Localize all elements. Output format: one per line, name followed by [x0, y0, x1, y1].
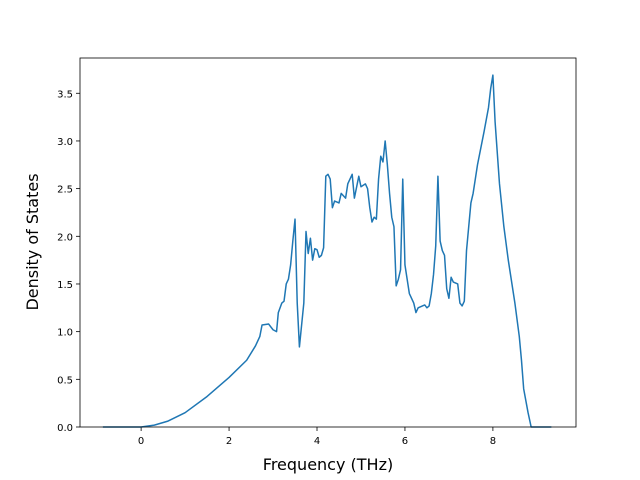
y-tick-label: 0.5	[57, 375, 73, 386]
x-tick-label: 6	[402, 436, 408, 447]
plot-frame	[79, 57, 577, 428]
line-series	[102, 74, 552, 428]
y-tick-label: 3.0	[57, 137, 73, 148]
y-tick-label: 1.5	[57, 280, 73, 291]
x-tick-label: 4	[314, 436, 320, 447]
x-tick-label: 2	[226, 436, 232, 447]
y-tick-label: 1.0	[57, 328, 73, 339]
y-axis-label: Density of States	[23, 173, 42, 310]
y-tick-label: 2.5	[57, 185, 73, 196]
x-tick-label: 0	[138, 436, 144, 447]
y-tick-label: 3.5	[57, 89, 73, 100]
x-tick-label: 8	[490, 436, 496, 447]
x-axis-label: Frequency (THz)	[263, 455, 393, 474]
y-tick-label: 2.0	[57, 232, 73, 243]
y-tick-label: 0.0	[57, 423, 73, 434]
